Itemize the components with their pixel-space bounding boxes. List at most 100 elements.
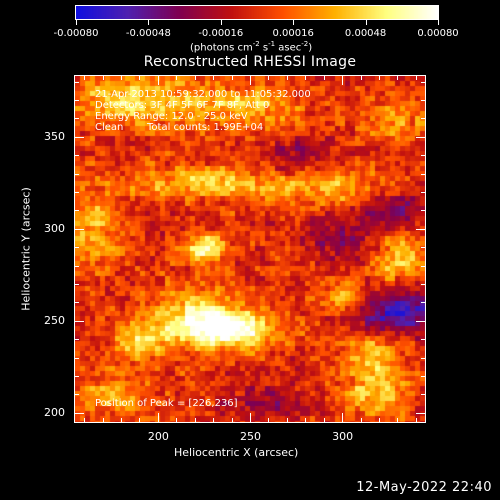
colorbar-units-label: (photons cm-2 s-1 asec-2) xyxy=(190,40,313,54)
colorbar-tick xyxy=(220,20,222,25)
x-tick-top xyxy=(213,76,215,80)
x-tick-bottom xyxy=(102,418,104,422)
x-tick-bottom xyxy=(305,418,307,422)
colorbar-tick-label: 0.00080 xyxy=(417,28,459,39)
y-tick-left xyxy=(75,81,79,83)
y-tick-right xyxy=(421,173,425,175)
y-tick-left xyxy=(75,210,79,212)
x-tick-bottom xyxy=(397,418,399,422)
x-tick-top xyxy=(286,76,288,80)
annotation-energy-range: Energy Range: 12.0 - 25.0 keV xyxy=(95,111,248,122)
y-tick-right xyxy=(421,99,425,101)
annotation-time-range: 21-Apr-2013 10:59:32.000 to 11:05:32.000 xyxy=(95,89,311,100)
annotation-total-counts: Total counts: 1.99E+04 xyxy=(147,122,264,133)
x-tick-top xyxy=(139,76,141,80)
x-tick-label: 300 xyxy=(332,430,354,443)
x-tick-top xyxy=(415,76,417,80)
x-tick-bottom xyxy=(194,418,196,422)
x-tick-bottom xyxy=(213,418,215,422)
y-tick-left xyxy=(75,375,79,377)
x-tick-top xyxy=(305,76,307,80)
y-tick-right xyxy=(416,412,425,414)
y-tick-left xyxy=(75,228,84,230)
y-tick-left xyxy=(75,173,79,175)
x-tick-top xyxy=(397,76,399,80)
image-plot-area[interactable]: 21-Apr-2013 10:59:32.000 to 11:05:32.000… xyxy=(74,75,426,423)
annotation-peak-position: Position of Peak = [226,236] xyxy=(95,398,238,409)
y-tick-left xyxy=(75,412,84,414)
rhessi-heatmap[interactable] xyxy=(75,76,425,422)
colorbar-tick-label: 0.00016 xyxy=(272,28,314,39)
x-tick-bottom xyxy=(84,418,86,422)
y-tick-right xyxy=(421,375,425,377)
y-tick-right xyxy=(421,283,425,285)
y-tick-right xyxy=(421,191,425,193)
y-tick-label: 300 xyxy=(44,221,65,235)
y-tick-left xyxy=(75,357,79,359)
x-tick-label: 250 xyxy=(240,430,261,443)
annotation-detectors: Detectors: 3F 4F 5F 6F 7F 8F, Att 0 xyxy=(95,100,270,111)
y-tick-right xyxy=(421,394,425,396)
x-tick-bottom xyxy=(360,418,362,422)
y-tick-left xyxy=(75,339,79,341)
colorbar-tick-label: 0.00048 xyxy=(344,28,387,39)
x-tick-bottom xyxy=(286,418,288,422)
x-tick-top xyxy=(121,76,123,80)
y-tick-right xyxy=(416,320,425,322)
colorbar-tick xyxy=(438,20,439,25)
y-tick-left xyxy=(75,247,79,249)
y-axis-label: Heliocentric Y (arcsec) xyxy=(19,187,33,311)
colorbar xyxy=(75,5,439,20)
date-stamp: 12-May-2022 22:40 xyxy=(356,480,492,495)
colorbar-tick-label: -0.00048 xyxy=(125,28,171,39)
y-tick-right xyxy=(421,81,425,83)
colorbar-tick xyxy=(76,20,77,25)
y-tick-left xyxy=(75,394,79,396)
y-tick-left xyxy=(75,136,84,138)
y-tick-label: 250 xyxy=(44,313,65,327)
x-tick-bottom xyxy=(250,413,251,422)
y-tick-left xyxy=(75,302,79,304)
x-tick-top xyxy=(360,76,362,80)
x-tick-label: 200 xyxy=(147,430,169,443)
y-tick-right xyxy=(421,155,425,157)
y-tick-left xyxy=(75,265,79,267)
plot-title: Reconstructed RHESSI Image xyxy=(143,54,357,70)
x-tick-bottom xyxy=(157,413,159,422)
x-tick-top xyxy=(268,76,270,80)
annotation-clean: Clean xyxy=(95,122,124,133)
x-tick-bottom xyxy=(323,418,325,422)
y-tick-left xyxy=(75,155,79,157)
x-tick-bottom xyxy=(176,418,178,422)
x-tick-top xyxy=(176,76,178,80)
x-axis-label: Heliocentric X (arcsec) xyxy=(174,446,299,459)
x-tick-top xyxy=(84,76,86,80)
colorbar-tick-label: -0.00080 xyxy=(53,28,99,39)
y-tick-right xyxy=(421,302,425,304)
y-tick-label: 200 xyxy=(44,405,65,419)
x-tick-bottom xyxy=(378,418,380,422)
y-tick-right xyxy=(421,118,425,120)
x-tick-bottom xyxy=(415,418,417,422)
y-tick-right xyxy=(421,247,425,249)
y-tick-right xyxy=(421,265,425,267)
x-tick-bottom xyxy=(231,418,233,422)
colorbar-tick xyxy=(148,20,150,25)
y-tick-left xyxy=(75,118,79,120)
y-tick-right xyxy=(416,228,425,230)
x-tick-bottom xyxy=(342,413,344,422)
x-tick-top xyxy=(157,76,159,85)
y-tick-right xyxy=(416,136,425,138)
x-tick-top xyxy=(342,76,344,85)
x-tick-top xyxy=(323,76,325,80)
x-tick-bottom xyxy=(121,418,123,422)
y-tick-right xyxy=(421,210,425,212)
x-tick-top xyxy=(102,76,104,80)
y-tick-right xyxy=(421,357,425,359)
y-tick-left xyxy=(75,320,84,322)
x-tick-top xyxy=(378,76,380,80)
x-tick-top xyxy=(250,76,251,85)
y-tick-left xyxy=(75,191,79,193)
colorbar-tick-label: -0.00016 xyxy=(198,28,244,39)
y-tick-label: 350 xyxy=(44,129,65,143)
